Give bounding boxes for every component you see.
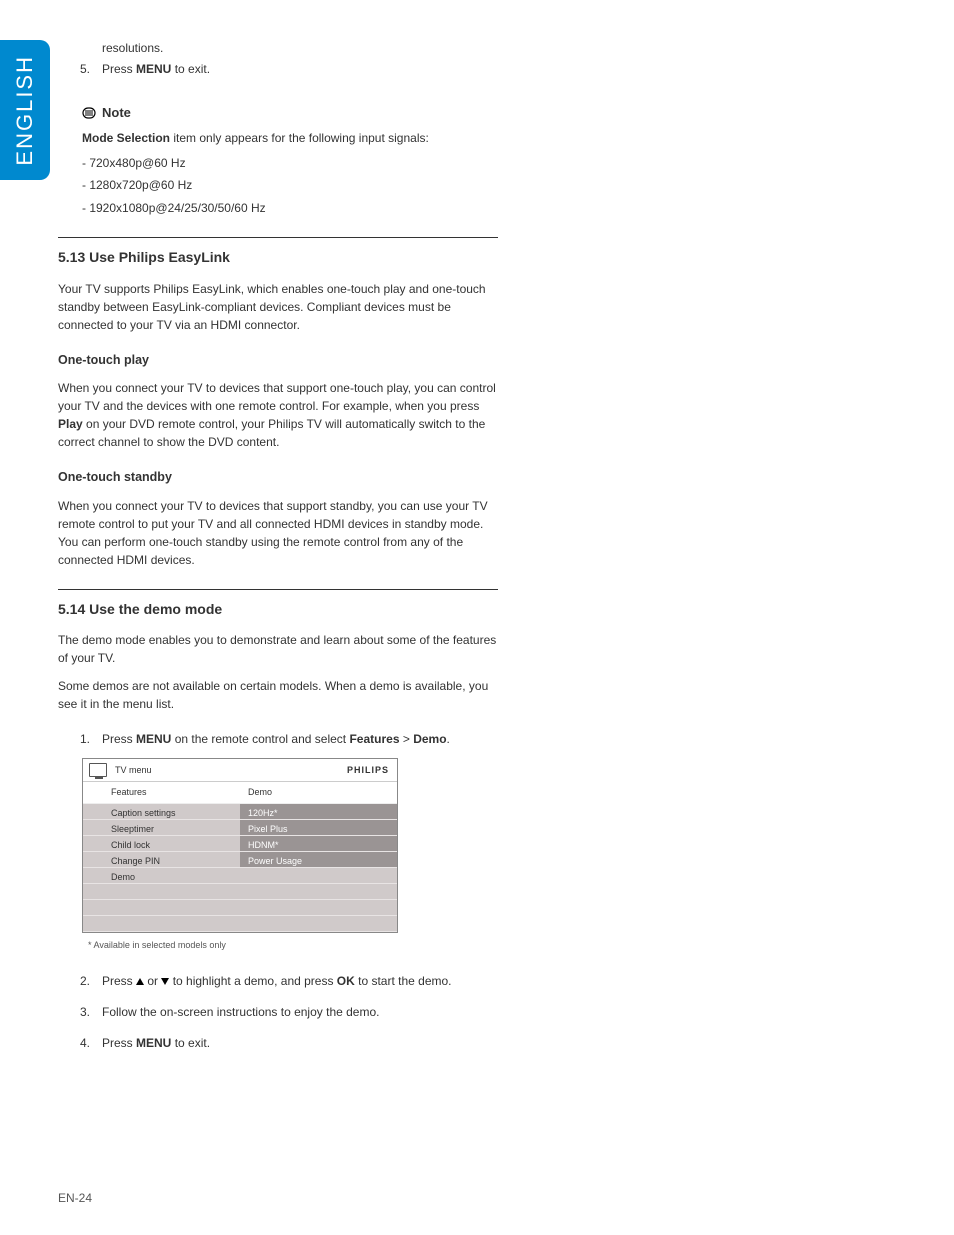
s2-ok-bold: OK [337,974,355,988]
note-title: Note [102,104,131,122]
page-content: resolutions. 5. Press MENU to exit. Note… [58,40,498,1056]
otp-play-bold: Play [58,417,83,431]
left-item-3: Change PIN [83,852,240,868]
left-col-header: Features [83,782,240,804]
s1-gt: > [400,732,414,746]
tv-menu-footnote: * Available in selected models only [88,939,498,952]
section-514-heading: 5.14 Use the demo mode [58,600,498,620]
s1-a: Press [102,732,136,746]
one-touch-standby-para: When you connect your TV to devices that… [58,497,498,569]
step-5: 5. Press MENU to exit. [102,61,498,78]
tv-menu-right-col: Demo 120Hz* Pixel Plus HDNM* Power Usage [240,782,397,932]
resolutions-continuation: resolutions. [102,40,498,57]
one-touch-play-para: When you connect your TV to devices that… [58,379,498,451]
left-item-empty-2 [83,900,240,916]
section-514-p2: Some demos are not available on certain … [58,677,498,713]
tv-menu-screenshot: TV menu PHILIPS Features Caption setting… [82,758,398,933]
s2-a: Press [102,974,136,988]
section-513-p1: Your TV supports Philips EasyLink, which… [58,280,498,334]
demo-step-2-number: 2. [80,973,90,990]
left-item-empty-3 [83,916,240,932]
mode-selection-rest: item only appears for the following inpu… [170,131,429,145]
demo-step-4-number: 4. [80,1035,90,1052]
demo-step-3-number: 3. [80,1004,90,1021]
note-heading: Note [82,104,498,122]
tv-menu-columns: Features Caption settings Sleeptimer Chi… [83,782,397,932]
signal-1: - 720x480p@60 Hz [82,155,498,172]
left-item-4: Demo [83,868,240,884]
mode-selection-para: Mode Selection item only appears for the… [82,130,498,147]
signal-3: - 1920x1080p@24/25/30/50/60 Hz [82,200,498,217]
tv-icon [89,763,107,777]
divider-514 [58,589,498,590]
s2-b: to highlight a demo, and press [169,974,336,988]
divider-513 [58,237,498,238]
s2-or: or [144,974,161,988]
left-item-2: Child lock [83,836,240,852]
one-touch-play-heading: One-touch play [58,352,498,370]
s1-end: . [447,732,450,746]
language-tab-label: ENGLISH [12,55,38,166]
tv-menu-header: TV menu PHILIPS [83,759,397,782]
signal-2: - 1280x720p@60 Hz [82,177,498,194]
left-item-1: Sleeptimer [83,820,240,836]
s1-menu-bold: MENU [136,732,171,746]
right-item-2: HDNM* [240,836,397,852]
otp-text-b: on your DVD remote control, your Philips… [58,417,485,449]
right-col-header: Demo [240,782,397,804]
s1-b: on the remote control and select [171,732,349,746]
s1-features-bold: Features [349,732,399,746]
note-icon [82,107,96,119]
tv-menu-left-col: Features Caption settings Sleeptimer Chi… [83,782,240,932]
right-item-empty-2 [240,884,397,900]
s4-b: to exit. [171,1036,210,1050]
language-tab: ENGLISH [0,40,50,180]
right-item-0: 120Hz* [240,804,397,820]
tv-menu-title: TV menu [115,764,152,777]
section-514-p1: The demo mode enables you to demonstrate… [58,631,498,667]
step-5-pre: Press [102,62,136,76]
demo-step-4: 4. Press MENU to exit. [102,1035,498,1052]
demo-step-3: 3. Follow the on-screen instructions to … [102,1004,498,1021]
tv-menu-brand: PHILIPS [347,764,389,777]
mode-selection-bold: Mode Selection [82,131,170,145]
demo-step-2: 2. Press or to highlight a demo, and pre… [102,973,498,990]
right-item-empty-1 [240,868,397,884]
right-item-empty-3 [240,900,397,916]
right-item-1: Pixel Plus [240,820,397,836]
demo-step-1: 1. Press MENU on the remote control and … [102,731,498,748]
left-item-0: Caption settings [83,804,240,820]
step-5-post: to exit. [171,62,210,76]
s4-a: Press [102,1036,136,1050]
one-touch-standby-heading: One-touch standby [58,469,498,487]
s3-text: Follow the on-screen instructions to enj… [102,1005,379,1019]
up-arrow-icon [136,978,144,985]
s4-menu-bold: MENU [136,1036,171,1050]
page-number: EN-24 [58,1191,92,1205]
s1-demo-bold: Demo [413,732,446,746]
step-5-number: 5. [80,61,90,78]
otp-text-a: When you connect your TV to devices that… [58,381,496,413]
right-item-3: Power Usage [240,852,397,868]
left-item-empty-1 [83,884,240,900]
s2-c: to start the demo. [355,974,452,988]
right-item-empty-4 [240,916,397,932]
demo-step-1-number: 1. [80,731,90,748]
section-513-heading: 5.13 Use Philips EasyLink [58,248,498,268]
step-5-menu-bold: MENU [136,62,171,76]
